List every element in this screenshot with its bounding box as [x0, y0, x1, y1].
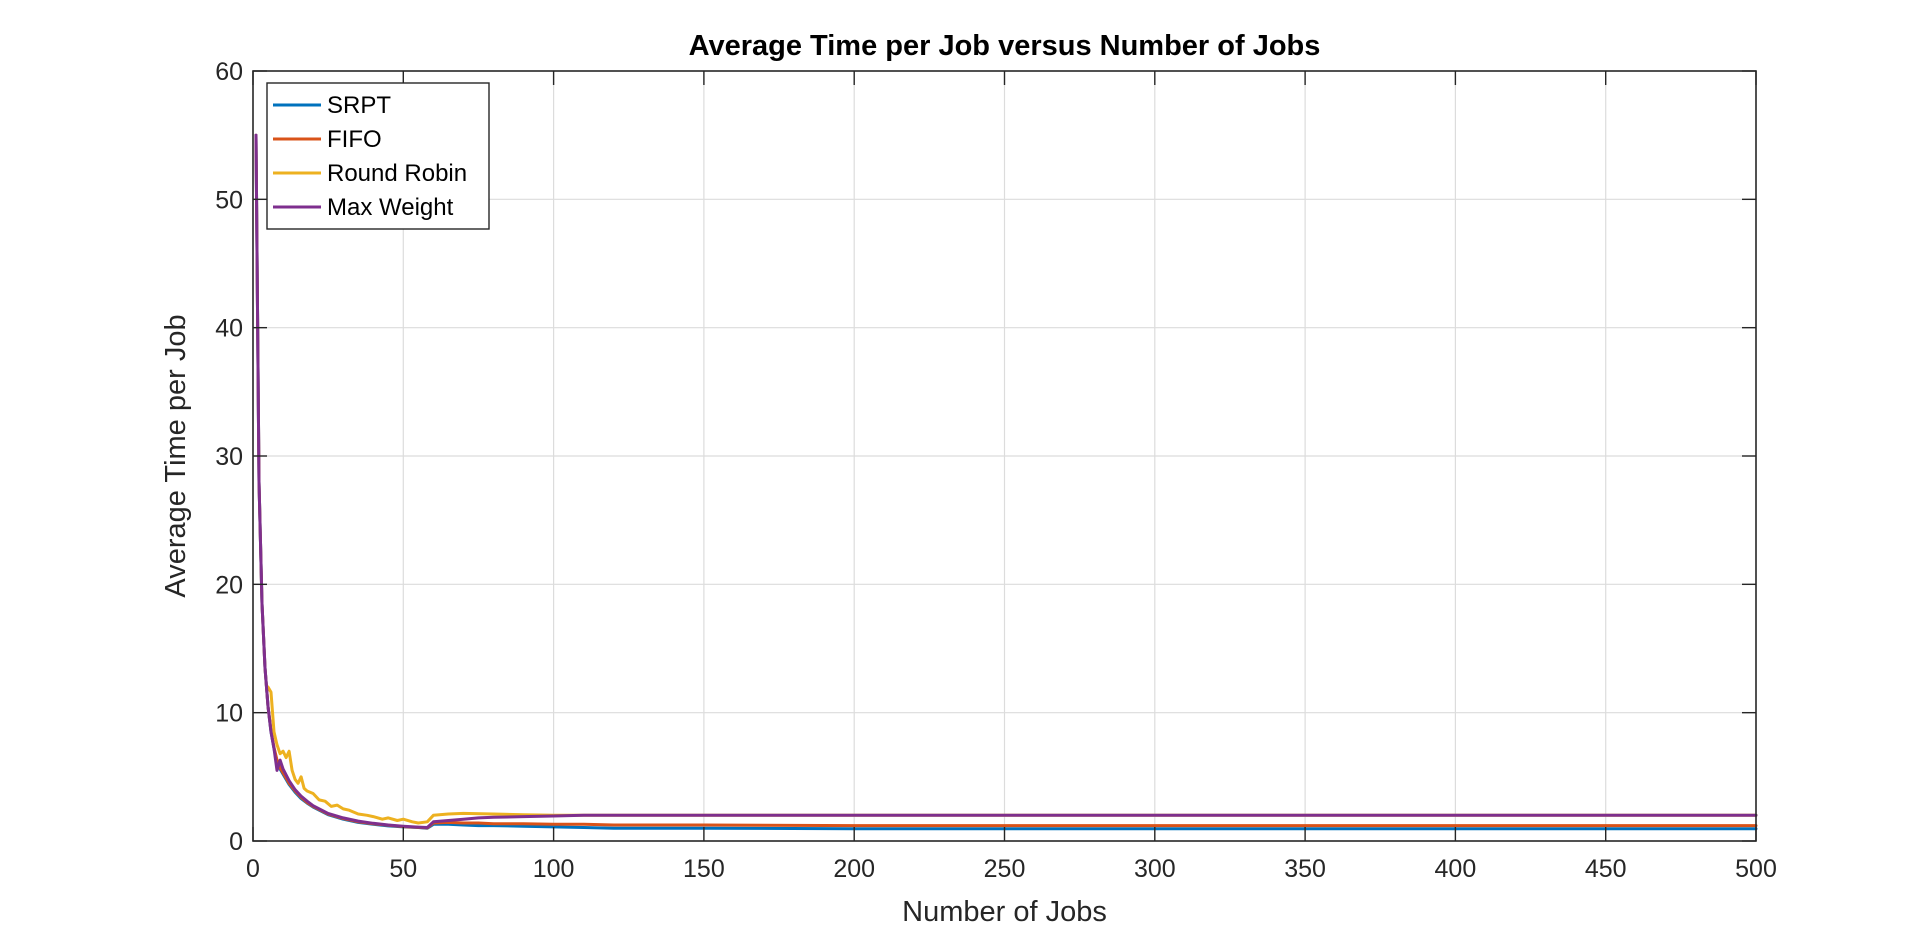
series-line-max-weight: [254, 133, 1758, 829]
x-tick-label: 150: [683, 855, 725, 883]
x-tick-label: 50: [389, 855, 417, 883]
y-tick-label: 60: [215, 58, 243, 86]
grid-lines: [253, 71, 1756, 841]
legend-label: SRPT: [327, 92, 391, 119]
y-tick-label: 0: [229, 828, 243, 856]
legend-label: FIFO: [327, 126, 382, 153]
x-tick-label: 200: [833, 855, 875, 883]
axis-ticks: 0 50 100 150 200 250 300 350 400 450 500 0 10 20 30 40 5…: [215, 58, 1777, 883]
legend-label: Max Weight: [327, 194, 454, 221]
legend-label: Round Robin: [327, 160, 467, 187]
y-tick-label: 20: [215, 571, 243, 599]
y-tick-label: 40: [215, 315, 243, 343]
chart-title: Average Time per Job versus Number of Jo…: [689, 30, 1321, 62]
plot-area: [254, 133, 1758, 831]
y-axis-label: Average Time per Job: [160, 314, 192, 597]
x-tick-label: 450: [1585, 855, 1627, 883]
y-tick-label: 50: [215, 186, 243, 214]
x-tick-label: 400: [1435, 855, 1477, 883]
x-tick-label: 100: [533, 855, 575, 883]
x-tick-label: 250: [984, 855, 1026, 883]
legend-box: [266, 82, 490, 230]
y-tick-label: 30: [215, 443, 243, 471]
x-axis-label: Number of Jobs: [902, 896, 1107, 928]
legend: SRPT FIFO Round Robin Max Weight: [266, 82, 490, 230]
x-tick-label: 300: [1134, 855, 1176, 883]
x-tick-label: 0: [246, 855, 260, 883]
x-tick-label: 500: [1735, 855, 1777, 883]
y-tick-label: 10: [215, 700, 243, 728]
x-tick-label: 350: [1284, 855, 1326, 883]
